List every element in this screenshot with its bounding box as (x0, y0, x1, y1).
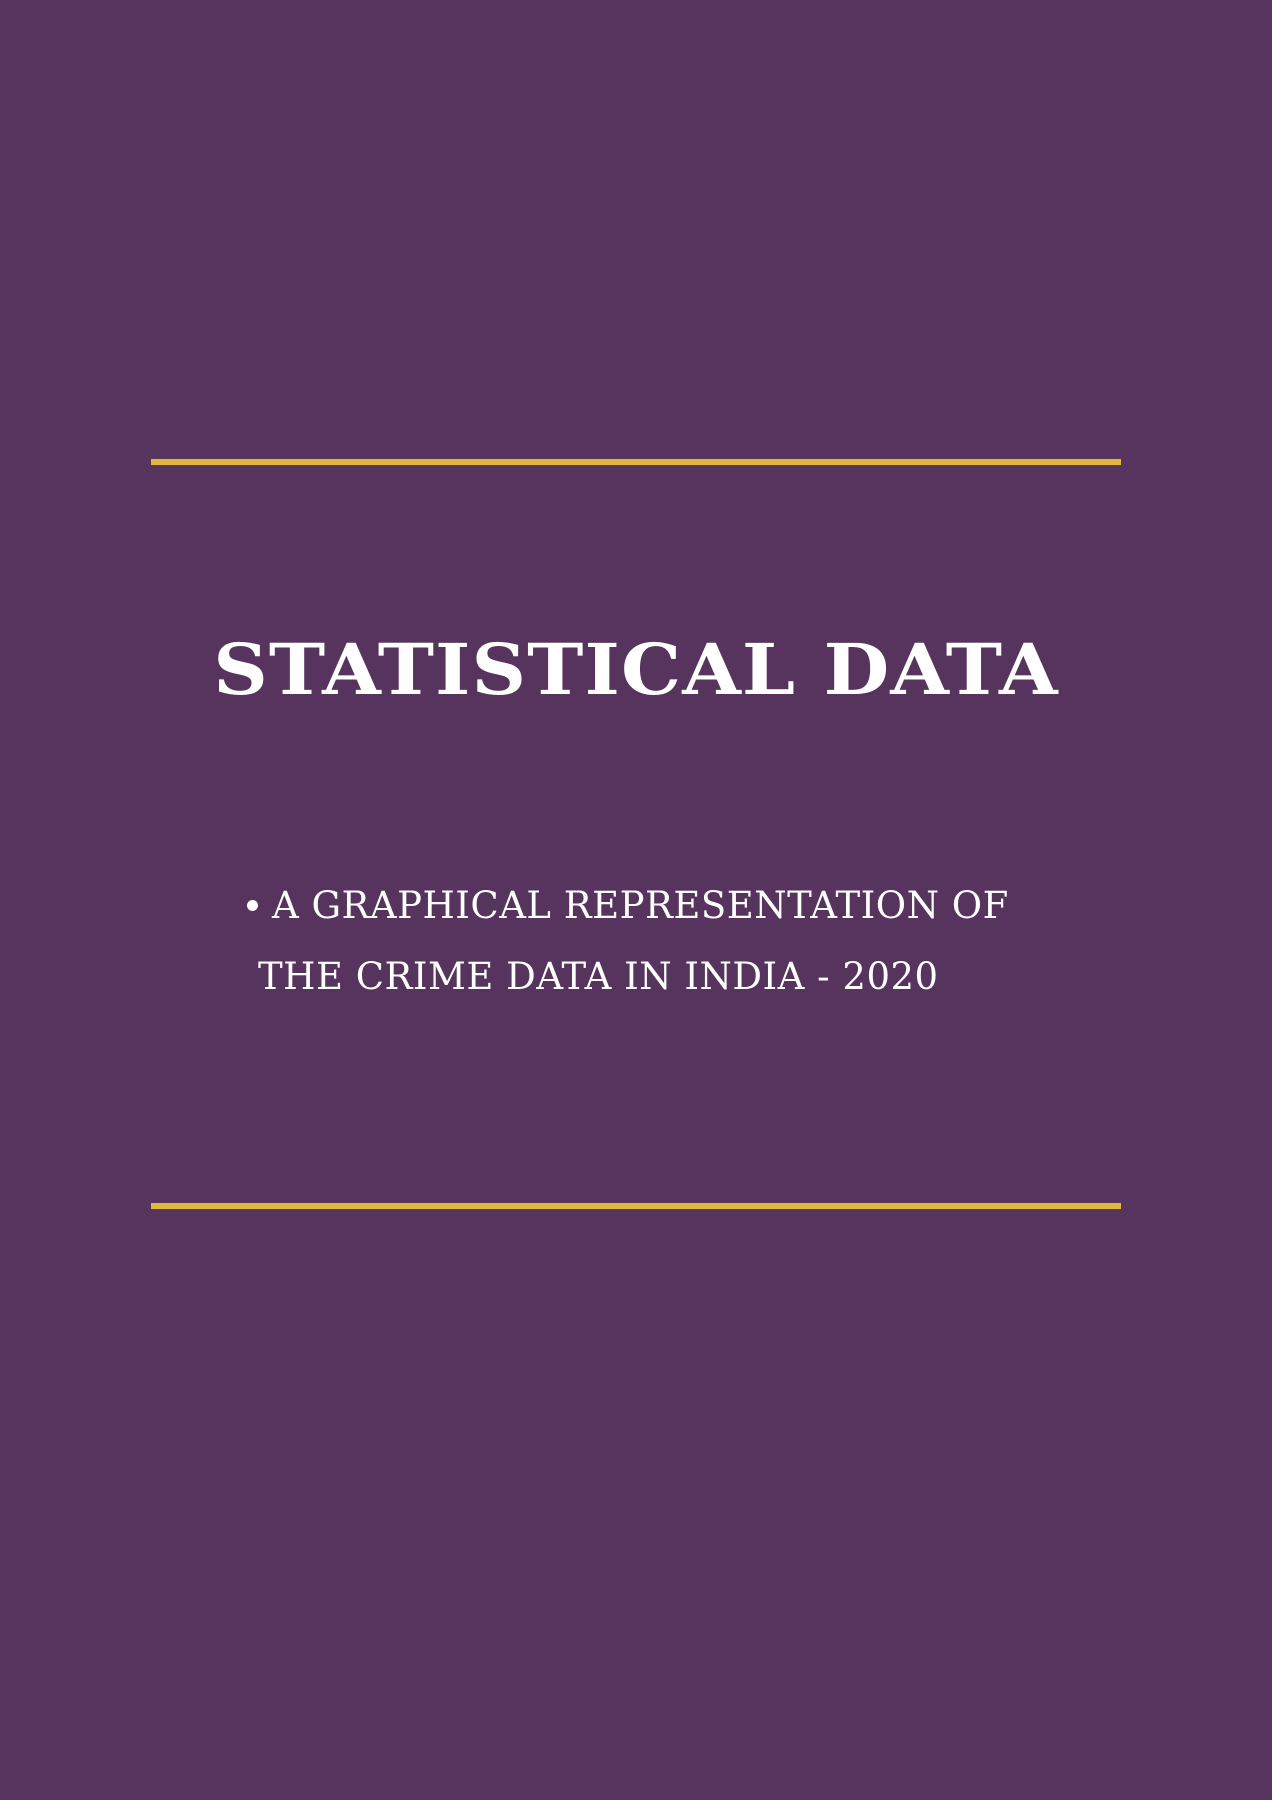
page-title: STATISTICAL DATA (213, 628, 1059, 711)
top-divider (151, 459, 1121, 465)
bullet-icon (247, 900, 258, 911)
subtitle-block: A GRAPHICAL REPRESENTATION OF THE CRIME … (247, 870, 1067, 1012)
subtitle-line-1: A GRAPHICAL REPRESENTATION OF (272, 884, 1009, 927)
subtitle-line-2: THE CRIME DATA IN INDIA - 2020 (258, 955, 939, 998)
bottom-divider (151, 1203, 1121, 1209)
